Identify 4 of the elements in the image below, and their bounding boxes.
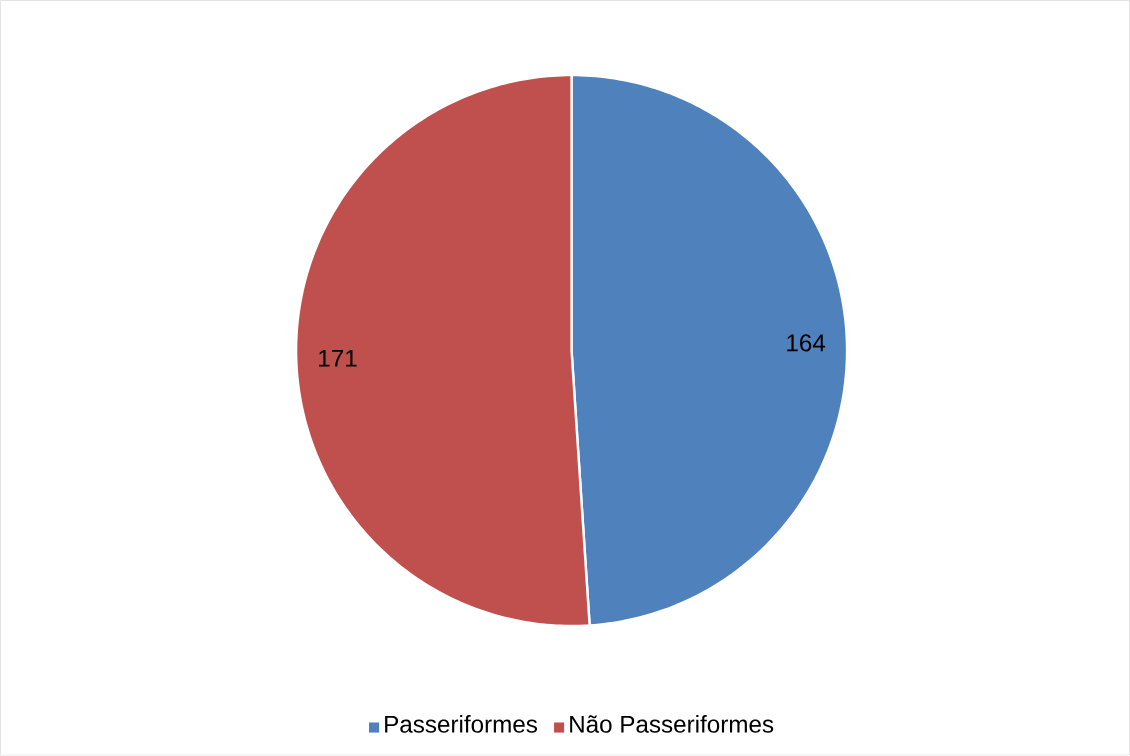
legend-label: Não Passeriformes: [570, 715, 774, 733]
data-label: 171: [319, 350, 357, 367]
legend-label: Passeriformes: [385, 715, 538, 733]
data-label: 164: [787, 334, 826, 352]
